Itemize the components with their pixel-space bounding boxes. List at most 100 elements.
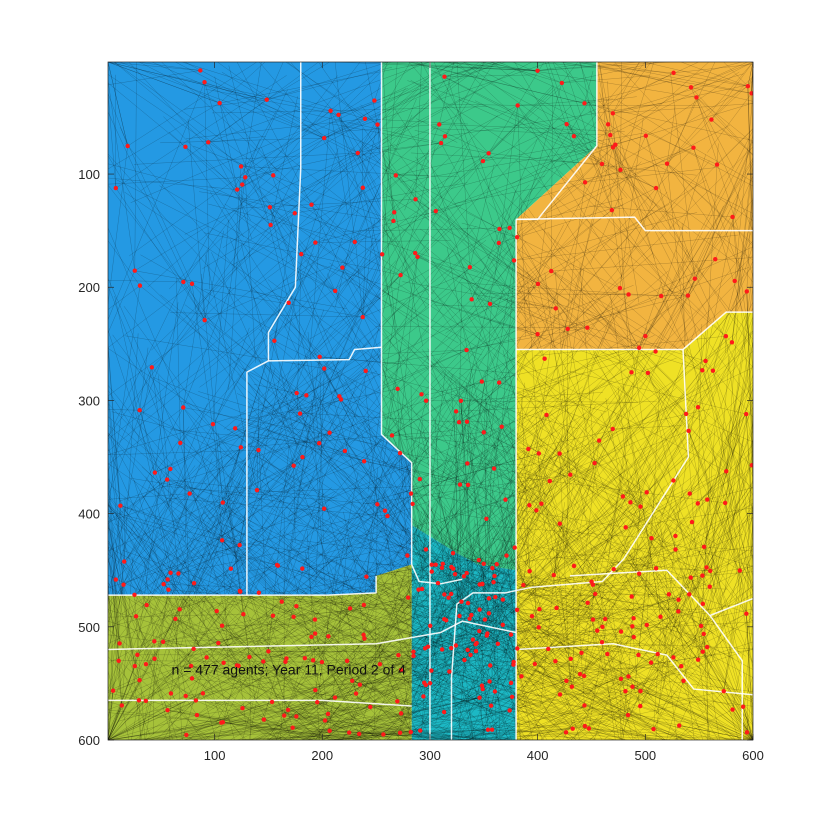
agent-path	[493, 399, 610, 469]
agent-path	[666, 586, 710, 740]
agent-path	[551, 270, 647, 337]
agent-path	[532, 599, 679, 630]
region-boundary	[516, 643, 753, 696]
agent-path	[108, 692, 139, 701]
agent-path	[425, 684, 475, 718]
agent-path	[572, 682, 625, 729]
agent-dot	[281, 713, 287, 718]
agent-path	[406, 550, 483, 585]
agent-dot	[701, 544, 707, 550]
agent-path	[467, 463, 581, 621]
agent-path	[586, 86, 748, 183]
agent-path	[315, 503, 542, 690]
agent-path	[499, 382, 607, 413]
agent-dot	[243, 175, 248, 180]
agent-path	[490, 442, 682, 667]
agent-path	[293, 616, 360, 717]
agent-dot	[322, 718, 328, 723]
agent-path	[175, 430, 283, 619]
agent-dot	[427, 681, 433, 686]
agent-path	[225, 524, 431, 627]
agent-path	[324, 720, 368, 740]
agent-path	[488, 598, 715, 740]
agent-dot	[435, 580, 441, 586]
agent-path	[702, 370, 753, 510]
agent-path	[362, 422, 447, 621]
agent-path	[747, 86, 753, 257]
agent-path	[292, 452, 401, 613]
agent-dot	[582, 180, 588, 185]
agent-path	[651, 307, 753, 539]
agent-path	[678, 611, 695, 740]
agent-dot	[721, 688, 726, 694]
agent-path	[707, 570, 741, 677]
agent-dot	[618, 167, 623, 173]
agent-path	[167, 579, 295, 616]
agent-path	[444, 429, 462, 595]
agent-path-layer	[108, 62, 753, 740]
agent-path	[293, 465, 296, 543]
agent-path	[189, 327, 250, 494]
agent-path	[224, 734, 384, 740]
agent-dot	[677, 723, 682, 728]
agent-path	[409, 635, 487, 646]
agent-path	[108, 403, 171, 470]
agent-path	[308, 720, 326, 740]
agent-path	[517, 608, 712, 611]
agent-path	[362, 187, 427, 308]
agent-dot	[446, 595, 451, 600]
agent-path	[163, 637, 279, 643]
agent-path	[472, 639, 485, 740]
agent-dot	[490, 565, 495, 571]
agent-path	[640, 558, 679, 600]
agent-dot	[238, 445, 244, 450]
agent-path	[284, 715, 451, 740]
agent-path	[288, 702, 490, 711]
agent-path	[285, 407, 496, 598]
agent-path	[212, 568, 231, 581]
agent-path	[628, 422, 661, 617]
agent-path	[662, 288, 688, 296]
agent-path	[646, 389, 660, 625]
agent-path	[421, 422, 454, 554]
agent-path	[489, 666, 626, 692]
agent-path	[241, 166, 430, 176]
agent-dot	[658, 614, 663, 619]
agent-dot	[465, 600, 471, 606]
agent-dot	[508, 680, 514, 686]
agent-path	[450, 384, 469, 604]
agent-path	[204, 264, 333, 321]
agent-path	[466, 572, 496, 663]
agent-path	[691, 521, 753, 663]
agent-path	[475, 644, 499, 740]
agent-path	[444, 590, 565, 620]
agent-path	[286, 356, 320, 582]
agent-path	[441, 649, 562, 740]
agent-path	[690, 87, 753, 156]
agent-dot	[485, 727, 491, 732]
agent-dot	[294, 604, 299, 609]
agent-path	[438, 492, 647, 727]
agent-path	[423, 559, 516, 697]
agent-path	[585, 554, 641, 707]
agent-path	[449, 671, 472, 706]
agent-path	[467, 463, 553, 498]
agent-path	[178, 577, 222, 723]
agent-path	[296, 392, 352, 599]
agent-dot	[737, 568, 743, 573]
agent-path	[425, 684, 628, 740]
agent-path	[108, 428, 236, 561]
agent-path	[432, 574, 456, 637]
region-teal_green	[381, 62, 597, 571]
agent-path	[399, 452, 545, 531]
agent-path	[344, 248, 401, 452]
agent-path	[482, 495, 638, 690]
agent-path	[413, 669, 445, 713]
agent-path	[471, 614, 633, 666]
agent-dot	[620, 494, 626, 499]
agent-path	[747, 86, 753, 271]
agent-path	[411, 619, 594, 683]
agent-path	[268, 562, 383, 652]
agent-path	[421, 553, 454, 599]
agent-path	[121, 705, 130, 740]
